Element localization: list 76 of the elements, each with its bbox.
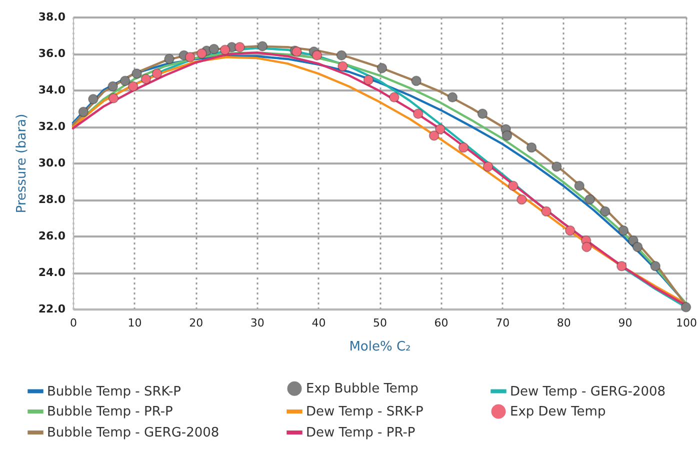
legend-label: Bubble Temp - SRK-P	[47, 384, 182, 400]
x-tick-label: 20	[189, 316, 204, 330]
point	[234, 42, 245, 52]
x-tick-label: 40	[312, 316, 326, 330]
y-tick-label: 30.0	[38, 156, 66, 170]
point	[618, 225, 629, 236]
point	[632, 242, 643, 252]
point	[540, 206, 552, 217]
y-tick-label: 22.0	[38, 302, 66, 316]
point	[132, 68, 142, 79]
point	[502, 130, 512, 141]
legend-label: Bubble Temp - GERG-2008	[47, 426, 220, 440]
point	[411, 76, 422, 86]
point	[336, 50, 347, 61]
y-tick-label: 38.0	[38, 10, 66, 24]
legend-label: Bubble Temp - PR-P	[47, 404, 174, 420]
y-tick-label: 34.0	[38, 84, 66, 96]
legend-label: Dew Temp - PR-P	[306, 426, 416, 440]
x-axis-title: Mole% C₂	[349, 340, 411, 354]
point	[108, 81, 118, 92]
point	[108, 92, 119, 104]
point	[363, 74, 374, 86]
point	[508, 180, 518, 192]
point	[434, 124, 446, 134]
x-tick-label: 100	[676, 316, 697, 330]
y-tick-label: 24.0	[38, 266, 66, 279]
x-tick-label: 70	[496, 316, 510, 330]
point	[574, 180, 585, 192]
x-tick-label: 10	[128, 316, 142, 330]
point	[337, 61, 348, 72]
y-axis-title: Pressure (bara)	[14, 114, 30, 214]
point	[458, 142, 469, 153]
legend-label: Dew Temp - SRK-P	[306, 404, 424, 420]
point	[196, 48, 207, 59]
point	[184, 52, 196, 62]
point	[477, 108, 488, 119]
point	[88, 94, 98, 104]
x-tick-label: 60	[434, 316, 448, 330]
point	[312, 50, 322, 61]
point	[257, 40, 268, 52]
x-tick-label: 50	[373, 316, 387, 330]
point	[428, 130, 440, 141]
point	[152, 68, 162, 79]
x-tick-label: 80	[556, 316, 571, 330]
point	[140, 74, 152, 84]
point	[526, 142, 537, 153]
point	[650, 260, 661, 272]
legend-label: Exp Dew Temp	[510, 404, 606, 420]
point	[616, 260, 627, 272]
point	[680, 302, 692, 312]
point	[128, 81, 138, 92]
legend-label: Exp Bubble Temp	[306, 382, 418, 397]
point	[482, 161, 494, 172]
point	[551, 161, 562, 172]
x-tick-label: 30	[250, 316, 264, 330]
point	[120, 76, 130, 86]
point	[78, 106, 89, 118]
point	[516, 194, 527, 205]
y-tick-label: 26.0	[38, 230, 66, 242]
y-tick-label: 32.0	[38, 120, 66, 133]
point	[376, 62, 388, 74]
point	[581, 242, 592, 252]
point	[164, 54, 174, 64]
y-tick-label: 36.0	[38, 47, 66, 60]
point	[388, 92, 400, 103]
x-tick-label: 90	[618, 316, 632, 330]
legend-label: Dew Temp - GERG-2008	[510, 384, 666, 400]
x-tick-label: 0	[70, 316, 77, 330]
point	[220, 44, 230, 56]
point	[564, 225, 576, 236]
y-tick-label: 28.0	[38, 193, 66, 206]
point	[208, 44, 220, 54]
point	[412, 108, 424, 119]
point	[584, 194, 595, 205]
point	[447, 92, 458, 103]
point	[600, 206, 610, 217]
